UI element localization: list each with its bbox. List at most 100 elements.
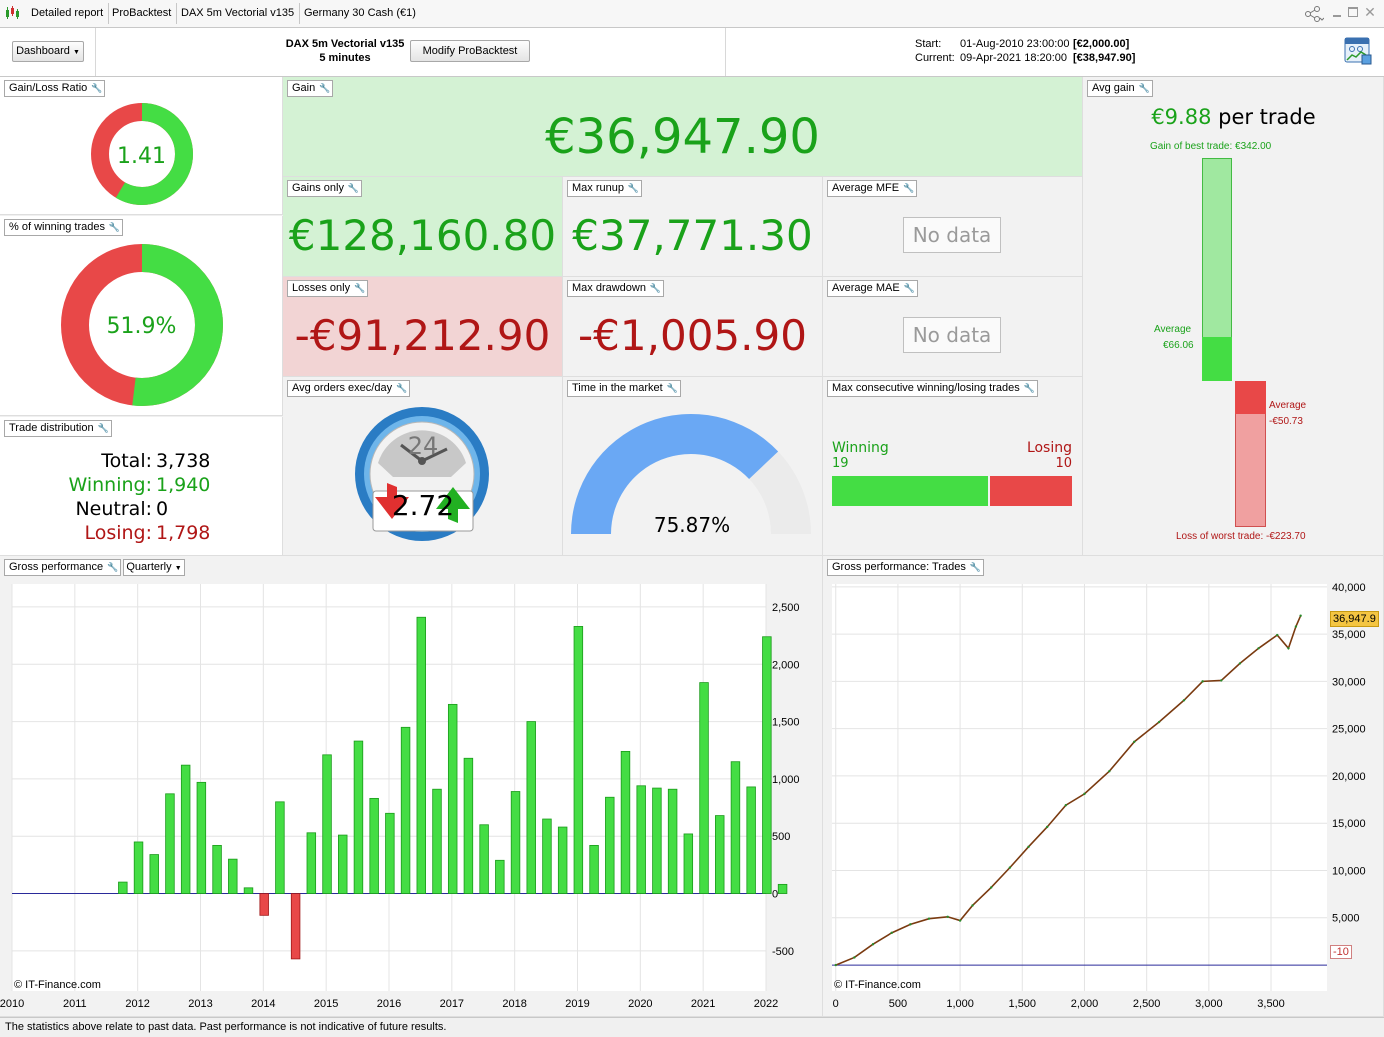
avg-orders-panel: Avg orders exec/day 🔧 24 2.72 xyxy=(283,377,563,556)
equity-point xyxy=(1083,792,1086,796)
panel-title-text: Trade distribution xyxy=(9,422,94,434)
wrench-icon[interactable]: 🔧 xyxy=(666,383,678,393)
panel-title-text: Average MFE xyxy=(832,182,900,194)
x-tick-label: 2,500 xyxy=(1133,998,1161,1010)
panel-title-text: Gross performance: Trades xyxy=(832,561,966,573)
y-tick-label: 15,000 xyxy=(1332,818,1366,830)
y-tick-label: 1,500 xyxy=(772,717,800,729)
bar xyxy=(605,796,615,894)
panel-title: Losses only 🔧 xyxy=(287,280,369,297)
losing-label: Losing: xyxy=(84,522,152,544)
wrench-icon[interactable]: 🔧 xyxy=(107,562,119,572)
dashboard-dropdown[interactable]: Dashboard ▼ xyxy=(12,41,84,62)
x-tick-label: 2013 xyxy=(188,998,212,1010)
equity-point xyxy=(909,923,912,926)
bar xyxy=(589,844,599,894)
equity-point xyxy=(1108,769,1111,773)
tab-detailed-report[interactable]: Detailed report xyxy=(26,3,110,24)
share-icon[interactable] xyxy=(1304,6,1325,22)
tab-bar: Detailed report ProBacktest DAX 5m Vecto… xyxy=(0,0,1384,28)
wrench-icon[interactable]: 🔧 xyxy=(319,83,331,93)
panel-title: Max consecutive winning/losing trades 🔧 xyxy=(827,380,1038,397)
gross-performance-chart: 2010 2011 2012 2013 2014 2015 2016 2017 2018 2019… xyxy=(0,584,800,1010)
equity-point xyxy=(1182,699,1186,702)
wrench-icon[interactable]: 🔧 xyxy=(108,222,121,232)
maximize-icon[interactable] xyxy=(1348,7,1358,17)
x-tick-label: 2010 xyxy=(0,998,24,1010)
period-dropdown[interactable]: Quarterly ▼ xyxy=(123,559,185,576)
x-tick-label: 2021 xyxy=(691,998,715,1010)
total-row: Total: 3,738 xyxy=(0,449,282,473)
wrench-icon[interactable]: 🔧 xyxy=(1138,83,1150,93)
gains-only-panel: Gains only 🔧 €128,160.80 xyxy=(283,177,563,277)
wrench-icon[interactable]: 🔧 xyxy=(1023,383,1035,393)
tab-instrument[interactable]: Germany 30 Cash (€1) xyxy=(304,7,416,19)
wrench-icon[interactable]: 🔧 xyxy=(395,383,408,393)
bar xyxy=(385,812,395,894)
x-tick-label: 2012 xyxy=(125,998,149,1010)
bar xyxy=(212,844,222,894)
wrench-icon[interactable]: 🔧 xyxy=(97,423,109,433)
bar xyxy=(180,764,191,894)
winning-value: 1,940 xyxy=(156,474,211,496)
equity-point xyxy=(1045,825,1049,829)
consecutive-winning-bar xyxy=(832,476,988,506)
gross-trades-panel: Gross performance: Trades 🔧 0 500 1,000 1,50… xyxy=(823,556,1384,1017)
pct-winning-panel: % of winning trades 🔧 51.9% xyxy=(0,216,283,416)
equity-point xyxy=(958,919,962,922)
panel-title: % of winning trades 🔧 xyxy=(4,219,123,236)
panel-title: Time in the market 🔧 xyxy=(567,380,681,397)
x-tick-label: 2,000 xyxy=(1071,998,1099,1010)
close-icon[interactable]: ✕ xyxy=(1364,4,1376,20)
x-tick-label: 2016 xyxy=(377,998,401,1010)
max-consecutive-panel: Max consecutive winning/losing trades 🔧 W… xyxy=(823,377,1083,556)
equity-point xyxy=(1238,662,1242,665)
report-settings-icon[interactable] xyxy=(1344,37,1372,65)
wrench-icon[interactable]: 🔧 xyxy=(91,83,103,93)
bar xyxy=(322,754,332,894)
consecutive-winning-label: Winning xyxy=(832,440,889,456)
minimize-icon[interactable] xyxy=(1332,8,1342,18)
x-tick-label: 2018 xyxy=(502,998,526,1010)
tab-strategy-name[interactable]: DAX 5m Vectorial v135 xyxy=(176,3,301,24)
tab-probacktest[interactable]: ProBacktest xyxy=(107,3,178,24)
bar xyxy=(118,881,128,894)
avg-loss-value: -€50.73 xyxy=(1269,416,1303,427)
panel-title-text: Average MAE xyxy=(832,282,900,294)
losses-only-value: -€91,212.90 xyxy=(294,311,551,360)
wrench-icon[interactable]: 🔧 xyxy=(969,562,981,572)
panel-title: Trade distribution 🔧 xyxy=(4,420,112,437)
panel-title: Gain 🔧 xyxy=(287,80,334,97)
wrench-icon[interactable]: 🔧 xyxy=(649,283,662,293)
bar xyxy=(777,883,788,894)
panel-title-text: Avg gain xyxy=(1092,82,1135,94)
current-date: 09-Apr-2021 18:20:00 xyxy=(960,52,1068,64)
equity-point xyxy=(927,917,931,920)
max-runup-panel: Max runup 🔧 €37,771.30 xyxy=(563,177,823,277)
average-win-bar xyxy=(1202,337,1232,381)
max-drawdown-panel: Max drawdown 🔧 -€1,005.90 xyxy=(563,277,823,377)
wrench-icon[interactable]: 🔧 xyxy=(902,183,915,193)
neutral-label: Neutral: xyxy=(75,498,152,520)
wrench-icon[interactable]: 🔧 xyxy=(353,283,366,293)
x-tick-label: 2022 xyxy=(754,998,778,1010)
y-tick-label: 40,000 xyxy=(1332,582,1366,594)
consecutive-losing-label: Losing xyxy=(1026,440,1072,456)
wrench-icon[interactable]: 🔧 xyxy=(903,283,915,293)
donut-win-arc xyxy=(61,244,223,406)
divider xyxy=(725,28,726,76)
bar xyxy=(196,781,207,894)
wrench-icon[interactable]: 🔧 xyxy=(627,183,640,193)
y-tick-label: 500 xyxy=(772,831,790,843)
equity-point xyxy=(1294,625,1298,628)
current-value: [€38,947.90] xyxy=(1073,52,1136,64)
wrench-icon[interactable]: 🔧 xyxy=(347,183,360,193)
bar xyxy=(228,858,238,894)
y-tick-label: 2,000 xyxy=(772,659,800,671)
modify-probacktest-button[interactable]: Modify ProBacktest xyxy=(410,40,530,62)
y-tick-label: 30,000 xyxy=(1332,676,1366,688)
x-tick-label: 500 xyxy=(889,998,907,1010)
trade-distribution-list: Total: 3,738 Winning: 1,940 Neutral: 0 Losi… xyxy=(0,449,282,545)
equity-point xyxy=(1201,680,1204,683)
panel-title-text: Losses only xyxy=(292,282,351,294)
